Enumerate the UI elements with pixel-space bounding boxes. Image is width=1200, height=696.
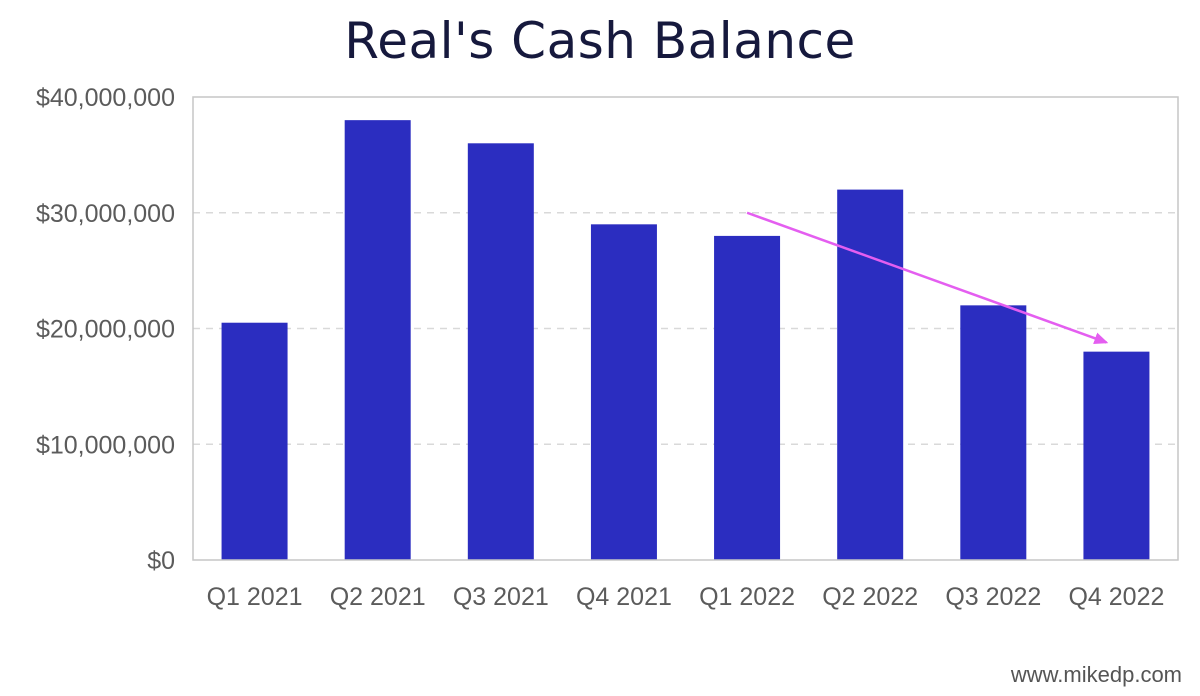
bar [1083,351,1150,560]
bar [467,143,534,561]
y-tick-label: $30,000,000 [36,200,175,228]
trend-arrow [746,211,1109,344]
y-tick-label: $40,000,000 [36,84,175,112]
x-tick-label: Q1 2021 [207,583,303,611]
x-tick-label: Q3 2021 [453,583,549,611]
chart-title: Real's Cash Balance [344,12,856,70]
y-tick-label: $20,000,000 [36,316,175,344]
x-tick-label: Q4 2021 [576,583,672,611]
x-tick-label: Q3 2022 [945,583,1041,611]
bar [837,189,904,560]
bar [344,120,411,561]
y-tick-label: $10,000,000 [36,431,175,459]
y-tick-label: $0 [147,547,175,575]
x-tick-label: Q1 2022 [699,583,795,611]
x-tick-label: Q2 2021 [330,583,426,611]
bar [590,224,657,560]
bar [221,322,288,560]
x-tick-label: Q4 2022 [1068,583,1164,611]
x-tick-label: Q2 2022 [822,583,918,611]
plot-frame [192,96,1179,561]
footer-credit: www.mikedp.com [1010,662,1182,687]
bar [960,305,1027,560]
bar [714,235,781,560]
